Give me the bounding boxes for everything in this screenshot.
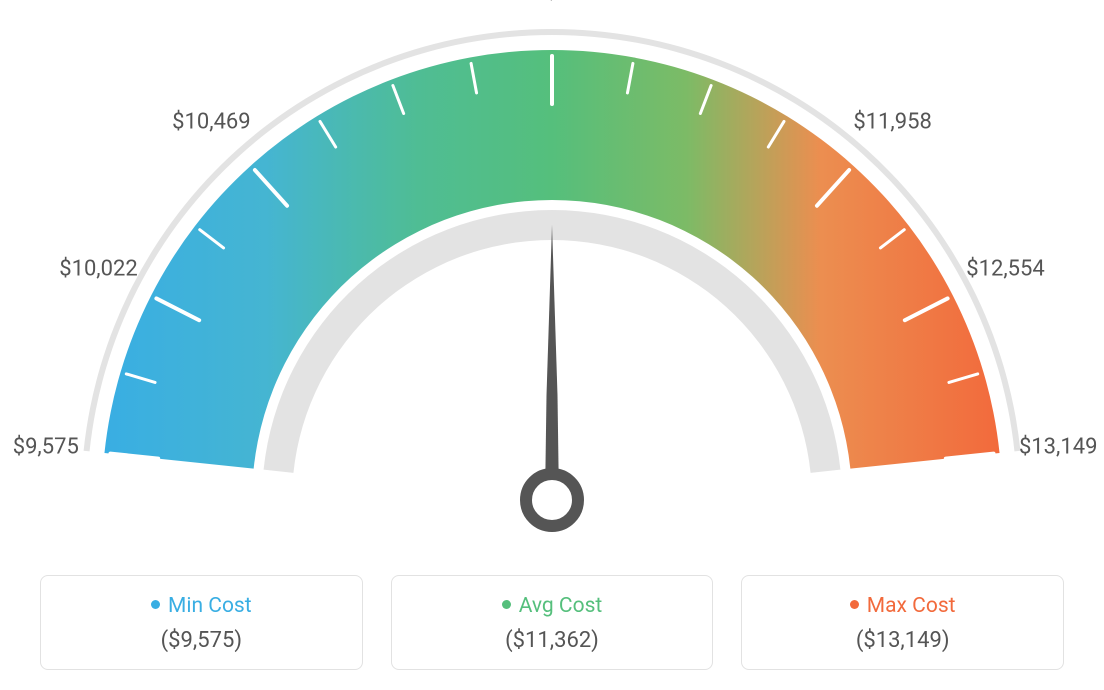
gauge-tick-label: $10,022: [59, 256, 138, 281]
gauge-tick-label: $9,575: [13, 434, 79, 459]
avg-cost-title-text: Avg Cost: [519, 594, 603, 618]
max-cost-title: Max Cost: [752, 594, 1053, 618]
gauge-chart: $9,575 $10,022 $10,469 $11,362 $11,958 $12,55…: [0, 0, 1104, 540]
avg-dot-icon: [502, 600, 511, 609]
gauge-tick-label: $11,958: [853, 109, 932, 134]
max-cost-title-text: Max Cost: [867, 594, 956, 618]
max-cost-value: ($13,149): [752, 628, 1053, 653]
gauge-tick-label: $12,554: [966, 256, 1045, 281]
avg-cost-title: Avg Cost: [402, 594, 703, 618]
max-dot-icon: [850, 600, 859, 609]
avg-cost-value: ($11,362): [402, 628, 703, 653]
summary-cards: Min Cost ($9,575) Avg Cost ($11,362) Max…: [40, 575, 1064, 670]
min-cost-card: Min Cost ($9,575): [40, 575, 363, 670]
avg-cost-card: Avg Cost ($11,362): [391, 575, 714, 670]
min-cost-title-text: Min Cost: [168, 594, 252, 618]
gauge-tick-label: $10,469: [172, 109, 251, 134]
min-dot-icon: [151, 600, 160, 609]
gauge-tick-label: $13,149: [1019, 434, 1098, 459]
max-cost-card: Max Cost ($13,149): [741, 575, 1064, 670]
gauge-svg: [0, 0, 1104, 540]
gauge-tick-label: $11,362: [513, 0, 592, 4]
min-cost-value: ($9,575): [51, 628, 352, 653]
min-cost-title: Min Cost: [51, 594, 352, 618]
